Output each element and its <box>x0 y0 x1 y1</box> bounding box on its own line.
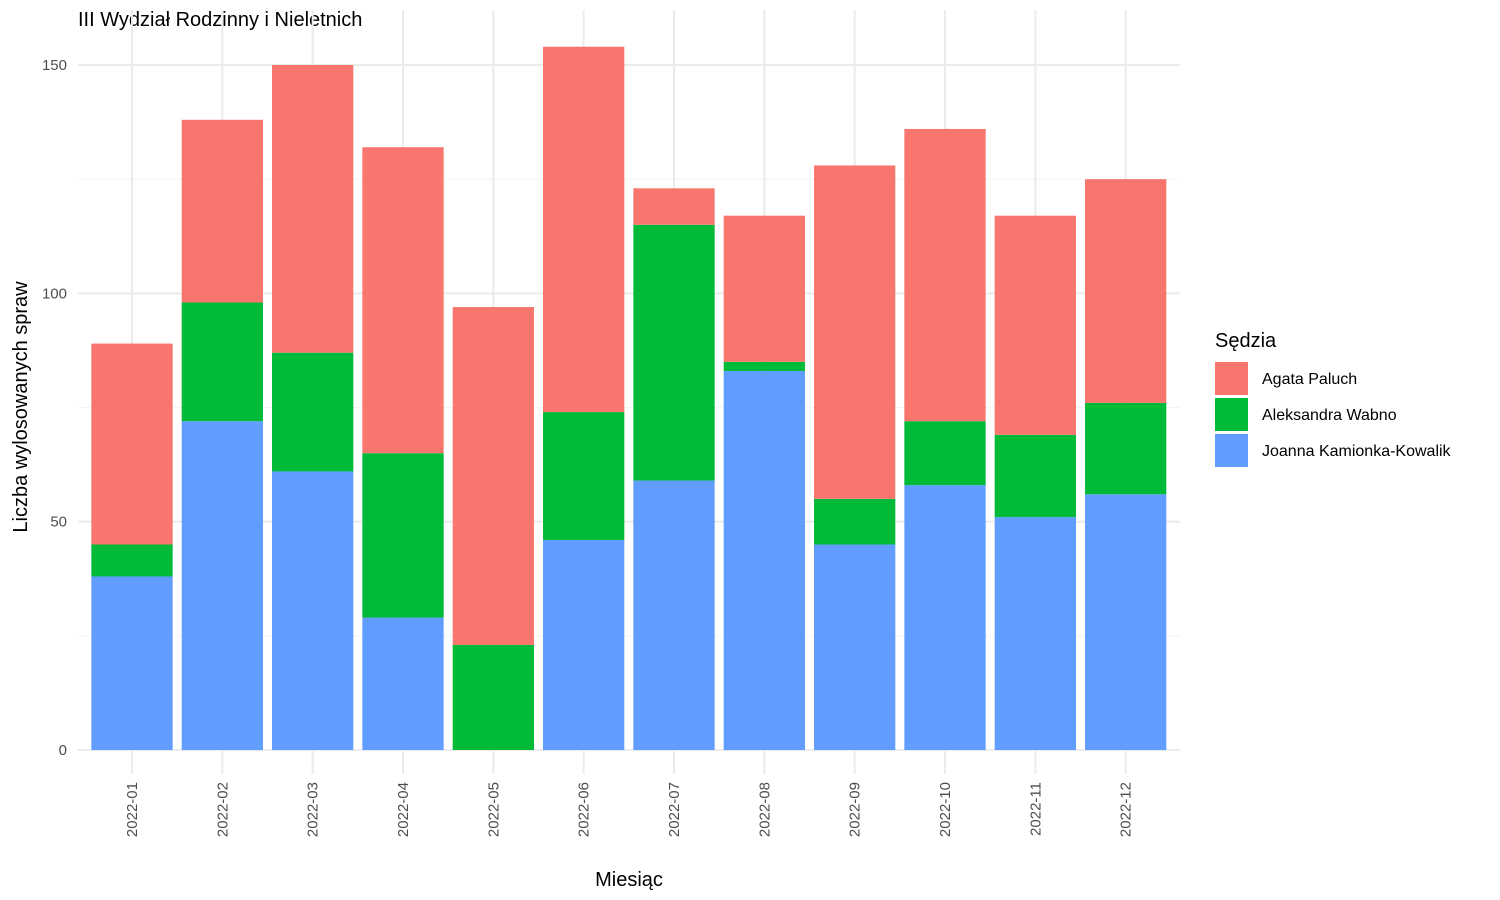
bar-segment <box>633 224 715 481</box>
y-tick-label: 50 <box>50 514 67 531</box>
legend-key <box>1215 434 1248 467</box>
bar-segment <box>904 485 986 750</box>
x-axis-ticks: 2022-01 2022-02 2022-03 2022-04 2022-05 2022-… <box>124 782 1135 837</box>
bar-segment <box>633 188 715 225</box>
bar-segment <box>814 498 896 545</box>
x-tick-label: 2022-02 <box>214 782 231 837</box>
x-tick-label: 2022-12 <box>1118 782 1135 837</box>
x-tick-label: 2022-04 <box>395 782 412 837</box>
legend: Sędzia Agata Paluch Aleksandra Wabno Joann… <box>1215 330 1452 467</box>
bar-segment <box>723 215 805 362</box>
x-tick-label: 2022-07 <box>666 782 683 837</box>
y-tick-label: 0 <box>59 742 67 759</box>
bar-segment <box>904 421 986 486</box>
legend-key <box>1215 362 1248 395</box>
chart-title: III Wydział Rodzinny i Nieletnich <box>78 9 362 31</box>
bar-segment <box>814 165 896 499</box>
y-tick-label: 100 <box>42 285 67 302</box>
bar-segment <box>91 343 173 545</box>
x-tick-label: 2022-09 <box>847 782 864 837</box>
bar-segment <box>91 544 173 577</box>
x-tick-label: 2022-08 <box>756 782 773 837</box>
bar-segment <box>1085 179 1167 403</box>
x-axis-title: Miesiąc <box>595 869 663 891</box>
y-axis-title: Liczba wylosowanych spraw <box>10 281 32 533</box>
bar-segment <box>272 352 354 472</box>
bar-segment <box>272 65 354 353</box>
bar-segment <box>452 644 534 750</box>
bar-segment <box>181 302 263 422</box>
x-tick-label: 2022-11 <box>1027 782 1044 836</box>
bar-segment <box>1085 494 1167 750</box>
x-tick-label: 2022-06 <box>576 782 593 837</box>
legend-label: Agata Paluch <box>1262 371 1357 388</box>
y-tick-label: 150 <box>42 57 67 74</box>
bar-segment <box>362 453 444 618</box>
bar-segment <box>994 215 1076 435</box>
x-tick-label: 2022-10 <box>937 782 954 837</box>
bar-segment <box>994 517 1076 750</box>
bar-segment <box>904 128 986 422</box>
bar-segment <box>452 307 534 645</box>
bar-segment <box>1085 402 1167 495</box>
bar-segment <box>723 361 805 371</box>
bars <box>91 46 1167 750</box>
x-tick-label: 2022-01 <box>124 782 141 837</box>
bar-segment <box>543 539 625 750</box>
legend-label: Aleksandra Wabno <box>1262 407 1397 424</box>
bar-segment <box>181 119 263 303</box>
legend-title: Sędzia <box>1215 330 1277 352</box>
x-tick-label: 2022-05 <box>485 782 502 837</box>
bar-segment <box>362 617 444 750</box>
y-axis-ticks: 0 50 100 150 <box>42 57 67 759</box>
x-tick-label: 2022-03 <box>305 782 322 837</box>
bar-segment <box>633 480 715 750</box>
bar-segment <box>723 370 805 750</box>
bar-segment <box>272 471 354 750</box>
legend-label: Joanna Kamionka-Kowalik <box>1262 443 1452 460</box>
bar-segment <box>91 576 173 750</box>
legend-key <box>1215 398 1248 431</box>
bar-segment <box>994 434 1076 518</box>
bar-segment <box>814 544 896 750</box>
bar-segment <box>181 421 263 750</box>
bar-segment <box>543 412 625 540</box>
bar-segment <box>543 46 625 413</box>
bar-segment <box>362 147 444 454</box>
